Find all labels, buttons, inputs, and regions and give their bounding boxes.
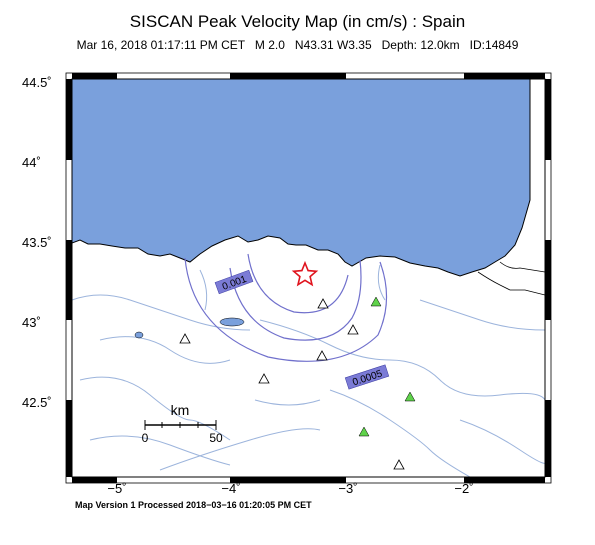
- svg-text:0: 0: [142, 431, 149, 445]
- svg-text:0.001: 0.001: [221, 274, 249, 293]
- epicenter-star-icon: [291, 260, 319, 287]
- lat-label: 43˚: [22, 315, 41, 330]
- lat-label: 43.5˚: [22, 235, 52, 250]
- stations: [179, 296, 416, 470]
- scale-bar: km 0 50: [142, 402, 223, 445]
- map-frame: [65, 72, 552, 484]
- station-marker-white: [316, 350, 328, 361]
- svg-text:50: 50: [209, 431, 223, 445]
- lon-label: −4˚: [221, 481, 241, 496]
- station-marker-white: [347, 324, 359, 335]
- map-title: SISCAN Peak Velocity Map (in cm/s) : Spa…: [129, 12, 466, 31]
- lon-label: −5˚: [107, 481, 127, 496]
- lon-label: −2˚: [454, 481, 474, 496]
- station-marker-white: [179, 333, 191, 344]
- station-marker-green: [358, 426, 370, 437]
- station-marker-white: [393, 459, 405, 470]
- lake: [219, 317, 245, 327]
- lat-label: 42.5˚: [22, 395, 52, 410]
- map-subtitle: Mar 16, 2018 01:17:11 PM CET M 2.0 N43.3…: [76, 38, 519, 52]
- station-marker-white: [317, 298, 329, 309]
- lat-label: 44.5˚: [22, 75, 52, 90]
- contour-label-0.001: 0.001: [214, 269, 254, 295]
- contour-label-0.0005: 0.0005: [344, 364, 390, 390]
- map-footer: Map Version 1 Processed 2018−03−16 01:20…: [75, 500, 312, 510]
- station-marker-green: [370, 296, 382, 307]
- svg-text:km: km: [171, 402, 190, 418]
- borders: [477, 261, 545, 296]
- lake: [134, 331, 144, 339]
- rivers: [72, 264, 545, 477]
- station-marker-green: [404, 391, 416, 402]
- sea-area: [72, 79, 531, 277]
- lat-label: 44˚: [22, 155, 41, 170]
- lon-label: −3˚: [338, 481, 358, 496]
- pgv-contours: [184, 253, 388, 362]
- station-marker-white: [258, 373, 270, 384]
